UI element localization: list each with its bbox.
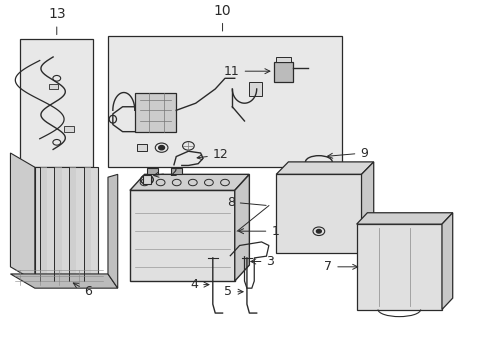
- Bar: [40, 167, 47, 281]
- Bar: [276, 174, 361, 253]
- Bar: [83, 167, 91, 281]
- Bar: [20, 39, 93, 167]
- Polygon shape: [10, 153, 35, 281]
- Polygon shape: [137, 144, 147, 151]
- Text: 4: 4: [190, 278, 208, 291]
- Text: 2: 2: [153, 166, 177, 179]
- Text: 10: 10: [213, 4, 231, 31]
- Bar: [49, 84, 58, 89]
- Polygon shape: [130, 174, 249, 190]
- Text: 5: 5: [224, 285, 243, 298]
- Text: 7: 7: [324, 260, 357, 273]
- Bar: [143, 175, 151, 184]
- Bar: [135, 93, 176, 132]
- Bar: [171, 168, 182, 174]
- Circle shape: [316, 229, 321, 233]
- Bar: [64, 126, 74, 132]
- Text: 3: 3: [250, 255, 274, 268]
- Bar: [54, 167, 61, 281]
- Bar: [108, 36, 341, 167]
- Text: 1: 1: [238, 225, 279, 238]
- Bar: [35, 167, 98, 281]
- Polygon shape: [234, 174, 249, 281]
- Text: 13: 13: [48, 8, 65, 35]
- Text: 9: 9: [327, 147, 367, 159]
- Polygon shape: [276, 162, 373, 174]
- Polygon shape: [10, 274, 118, 288]
- Text: 6: 6: [73, 283, 92, 298]
- Bar: [69, 167, 76, 281]
- Polygon shape: [361, 162, 373, 253]
- Bar: [147, 168, 158, 174]
- Text: 8: 8: [226, 195, 265, 208]
- Text: 12: 12: [197, 148, 228, 161]
- Polygon shape: [441, 213, 452, 310]
- Circle shape: [158, 145, 164, 150]
- Bar: [130, 190, 234, 281]
- Bar: [276, 57, 290, 62]
- Polygon shape: [356, 213, 452, 224]
- Polygon shape: [108, 174, 118, 288]
- Text: 11: 11: [224, 65, 269, 78]
- Bar: [249, 82, 261, 96]
- Bar: [356, 224, 441, 310]
- Bar: [273, 62, 293, 82]
